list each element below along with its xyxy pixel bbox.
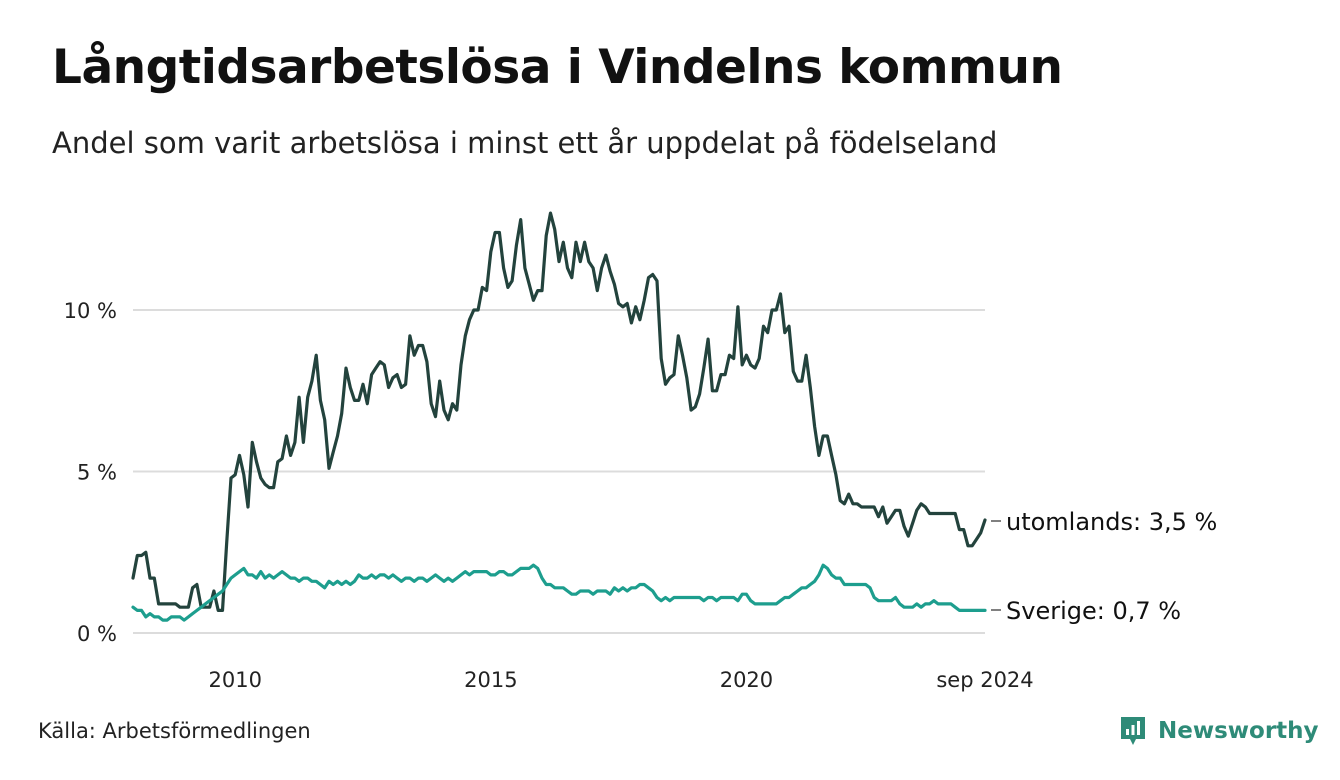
x-tick-label: 2015 [464, 668, 517, 692]
line-chart: 0 % 5 % 10 % 2010 2015 2020 sep 2024 utomland… [64, 211, 1217, 692]
y-tick-label: 10 % [64, 299, 117, 323]
y-axis: 0 % 5 % 10 % [64, 299, 117, 646]
y-tick-label: 0 % [77, 622, 117, 646]
series-line-sverige [131, 563, 987, 622]
x-axis: 2010 2015 2020 sep 2024 [209, 668, 1034, 692]
series-line-utomlands [131, 211, 987, 612]
chart-title: Långtidsarbetslösa i Vindelns kommun [52, 40, 1063, 95]
series-end-labels: utomlands: 3,5 % Sverige: 0,7 % [991, 508, 1217, 625]
end-label-sverige: Sverige: 0,7 % [1006, 597, 1181, 625]
brand-logo: Newsworthy [1118, 714, 1319, 748]
chart-subtitle: Andel som varit arbetslösa i minst ett å… [52, 126, 998, 160]
series-lines [131, 211, 987, 622]
x-tick-label: sep 2024 [936, 668, 1033, 692]
y-tick-label: 5 % [77, 461, 117, 485]
newsworthy-logo-icon [1121, 717, 1145, 745]
x-tick-label: 2010 [209, 668, 262, 692]
source-note: Källa: Arbetsförmedlingen [38, 719, 311, 743]
brand-name: Newsworthy [1158, 718, 1319, 744]
x-tick-label: 2020 [720, 668, 773, 692]
end-label-utomlands: utomlands: 3,5 % [1006, 508, 1217, 536]
